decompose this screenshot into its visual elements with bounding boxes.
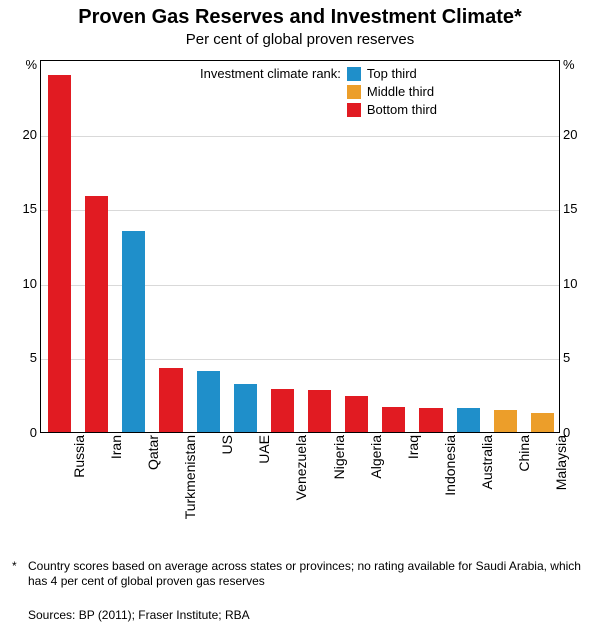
bar	[271, 389, 294, 432]
x-category-label: Turkmenistan	[182, 432, 198, 535]
y-tick-label-right: 10	[559, 276, 577, 291]
bar	[197, 371, 220, 432]
y-tick-label-right: 5	[559, 350, 570, 365]
x-category-label: Indonesia	[442, 432, 458, 535]
grid-line	[41, 285, 559, 286]
legend-item: Middle third	[347, 83, 437, 101]
footnote-marker: *	[12, 559, 17, 574]
y-tick-label-left: 5	[30, 350, 41, 365]
legend-item: Bottom third	[347, 101, 437, 119]
chart-container: Proven Gas Reserves and Investment Clima…	[0, 0, 600, 640]
bar	[494, 410, 517, 432]
bar	[159, 368, 182, 432]
chart-title: Proven Gas Reserves and Investment Clima…	[0, 0, 600, 29]
x-category-label: US	[219, 432, 235, 535]
legend-swatch	[347, 67, 361, 81]
grid-line	[41, 210, 559, 211]
x-category-label: Malaysia	[553, 432, 569, 535]
bar	[85, 196, 108, 432]
footnote-text: Country scores based on average across s…	[28, 559, 581, 588]
bar	[345, 396, 368, 432]
bar	[419, 408, 442, 432]
y-tick-label-right: 15	[559, 201, 577, 216]
y-tick-label-left: 10	[23, 276, 41, 291]
bar	[457, 408, 480, 432]
y-unit-label-right: %	[559, 57, 575, 72]
legend-label: Top third	[367, 65, 417, 83]
x-category-label: UAE	[256, 432, 272, 535]
sources-line: Sources: BP (2011); Fraser Institute; RB…	[28, 608, 584, 623]
legend-item: Top third	[347, 65, 437, 83]
y-tick-label-right: 20	[559, 127, 577, 142]
legend-swatch	[347, 85, 361, 99]
bar	[382, 407, 405, 432]
x-category-label: Australia	[479, 432, 495, 535]
footnote: * Country scores based on average across…	[28, 559, 584, 589]
bar	[122, 231, 145, 432]
legend-label: Bottom third	[367, 101, 437, 119]
x-category-label: China	[516, 432, 532, 535]
x-category-label: Algeria	[368, 432, 384, 535]
legend-title: Investment climate rank:	[200, 65, 341, 83]
y-tick-label-left: 20	[23, 127, 41, 142]
y-tick-label-left: 0	[30, 425, 41, 440]
grid-line	[41, 359, 559, 360]
legend-label: Middle third	[367, 83, 434, 101]
bar	[48, 75, 71, 432]
bar	[234, 384, 257, 432]
x-category-label: Nigeria	[331, 432, 347, 535]
x-category-label: Qatar	[145, 432, 161, 535]
y-tick-label-left: 15	[23, 201, 41, 216]
legend-swatch	[347, 103, 361, 117]
x-category-label: Iran	[108, 432, 124, 535]
x-category-label: Iraq	[405, 432, 421, 535]
y-unit-label-left: %	[25, 57, 41, 72]
bar	[308, 390, 331, 432]
x-category-label: Russia	[71, 432, 87, 535]
chart-subtitle: Per cent of global proven reserves	[0, 29, 600, 48]
legend-items: Top thirdMiddle thirdBottom third	[347, 65, 437, 119]
grid-line	[41, 136, 559, 137]
bar	[531, 413, 554, 432]
x-category-label: Venezuela	[293, 432, 309, 535]
legend: Investment climate rank: Top thirdMiddle …	[200, 65, 437, 119]
